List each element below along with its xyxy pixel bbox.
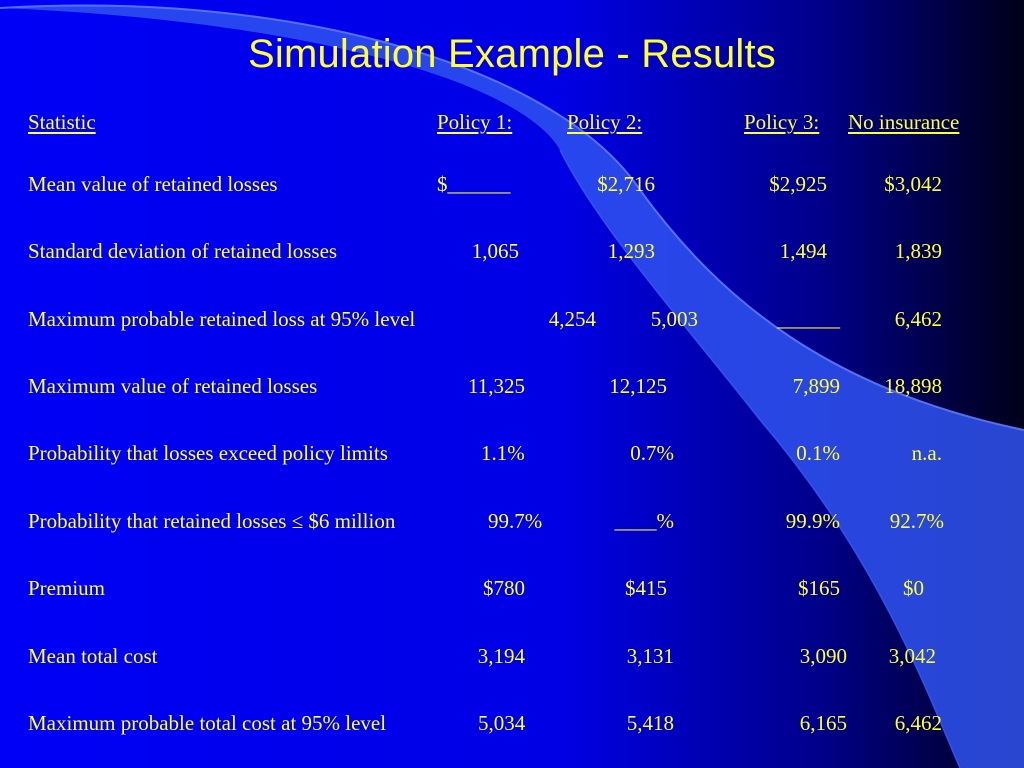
row-label-max-value-retained: Maximum value of retained losses xyxy=(28,374,318,398)
header-statistic: Statistic xyxy=(28,110,96,134)
cell-policy-2: ____% xyxy=(614,509,675,533)
cell-no-insurance: 3,042 xyxy=(888,644,936,668)
cell-no-insurance: n.a. xyxy=(911,441,942,465)
decorative-swoosh-inner-edge xyxy=(559,149,961,768)
cell-policy-1: $______ xyxy=(437,172,511,196)
row-label-std-dev: Standard deviation of retained losses xyxy=(28,239,338,263)
row-label-max-probable-total-cost: Maximum probable total cost at 95% level xyxy=(28,711,387,735)
cell-no-insurance: $0 xyxy=(903,576,924,600)
cell-policy-2: 5,003 xyxy=(650,307,698,331)
decorative-swoosh-edge xyxy=(0,4,1024,431)
row-label-prob-exceed-limits: Probability that losses exceed policy li… xyxy=(28,441,388,465)
cell-policy-3: $165 xyxy=(798,576,840,600)
cell-policy-1: 1,065 xyxy=(471,239,519,263)
slide-title: Simulation Example - Results xyxy=(247,32,777,76)
cell-no-insurance: 6,462 xyxy=(894,711,942,735)
cell-no-insurance: $3,042 xyxy=(884,172,942,196)
cell-policy-3: $2,925 xyxy=(769,172,827,196)
decorative-swoosh xyxy=(0,5,1024,768)
cell-no-insurance: 92.7% xyxy=(889,509,944,533)
cell-policy-3: 7,899 xyxy=(792,374,840,398)
row-label-max-probable-retained: Maximum probable retained loss at 95% le… xyxy=(28,307,416,331)
cell-policy-3: 99.9% xyxy=(785,509,840,533)
cell-policy-1: 3,194 xyxy=(477,644,525,668)
cell-policy-2: $415 xyxy=(625,576,667,600)
header-policy-2: Policy 2: xyxy=(567,110,643,134)
cell-policy-1: $780 xyxy=(483,576,525,600)
row-label-premium: Premium xyxy=(28,576,105,600)
cell-policy-2: 5,418 xyxy=(626,711,674,735)
cell-policy-3: ______ xyxy=(777,307,840,331)
row-label-mean-total-cost: Mean total cost xyxy=(28,644,158,668)
cell-policy-2: 12,125 xyxy=(609,374,667,398)
cell-no-insurance: 18,898 xyxy=(884,374,942,398)
row-label-prob-retained-under-6m: Probability that retained losses ≤ $6 mi… xyxy=(28,509,396,533)
cell-policy-3: 1,494 xyxy=(779,239,827,263)
cell-policy-1: 5,034 xyxy=(478,711,526,735)
header-policy-1: Policy 1: xyxy=(437,110,513,134)
cell-policy-2: $2,716 xyxy=(597,172,655,196)
cell-policy-1: 11,325 xyxy=(468,374,525,398)
cell-policy-3: 3,090 xyxy=(799,644,847,668)
cell-policy-1: 1.1% xyxy=(481,441,525,465)
cell-policy-2: 0.7% xyxy=(630,441,674,465)
cell-policy-2: 1,293 xyxy=(607,239,655,263)
cell-policy-1: 99.7% xyxy=(488,509,543,533)
cell-policy-3: 0.1% xyxy=(796,441,840,465)
cell-policy-2: 3,131 xyxy=(626,644,674,668)
row-label-mean-retained: Mean value of retained losses xyxy=(28,172,278,196)
cell-no-insurance: 1,839 xyxy=(894,239,942,263)
cell-policy-1: 4,254 xyxy=(548,307,596,331)
header-policy-3: Policy 3: xyxy=(744,110,820,134)
header-no-insurance: No insurance xyxy=(848,110,960,134)
cell-no-insurance: 6,462 xyxy=(894,307,942,331)
cell-policy-3: 6,165 xyxy=(799,711,847,735)
